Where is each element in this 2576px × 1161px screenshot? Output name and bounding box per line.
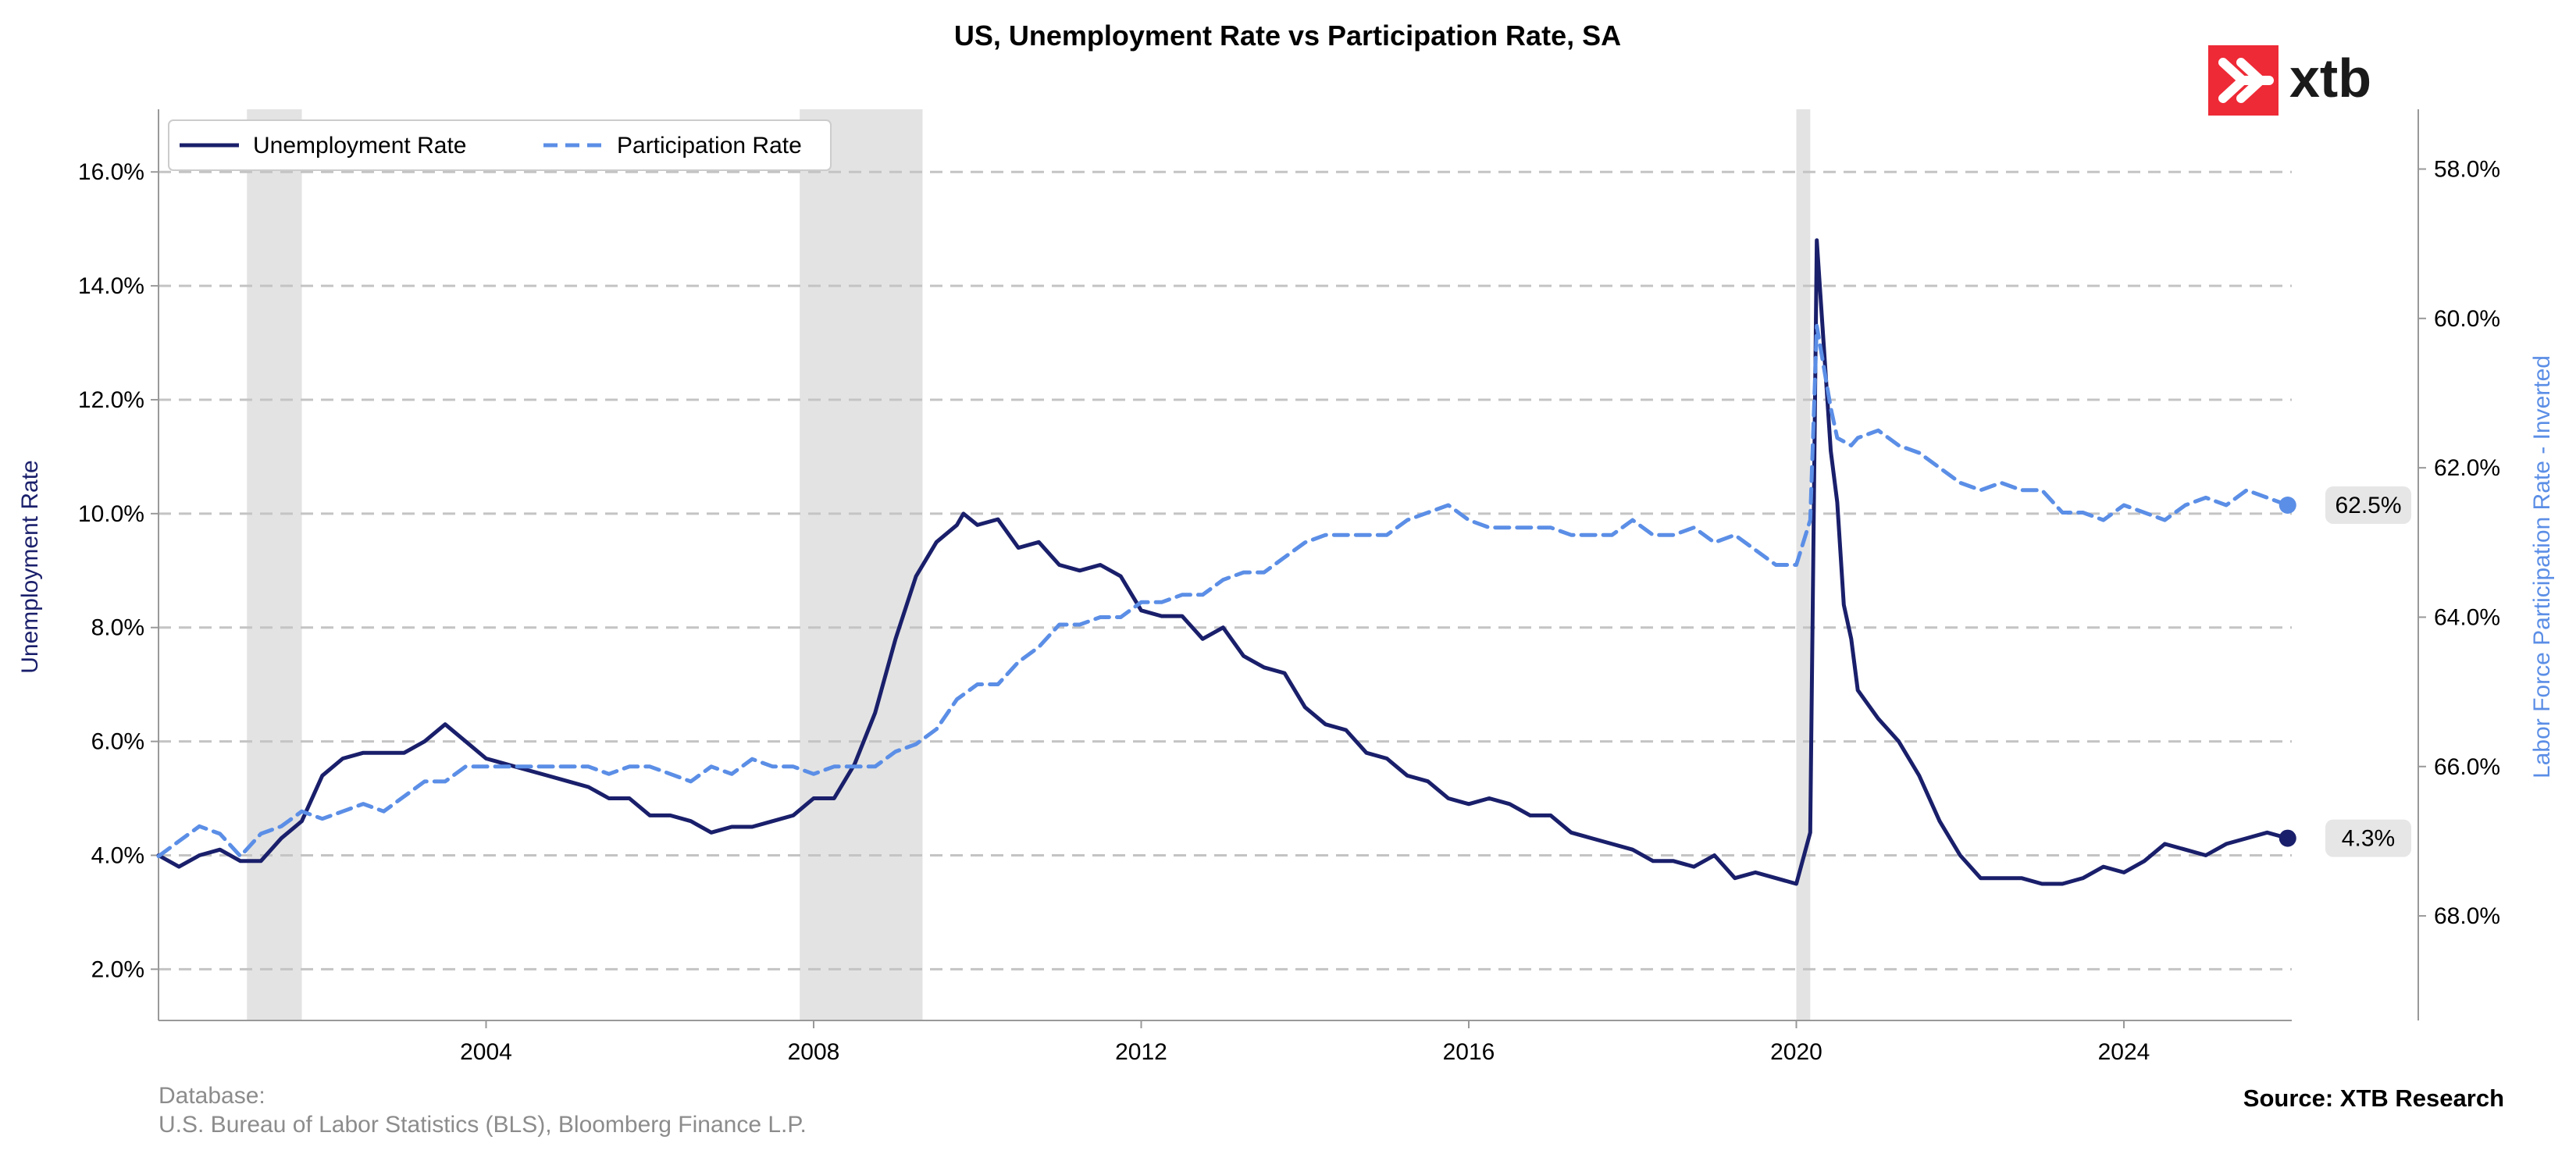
- last-value-badge: [2325, 819, 2411, 857]
- series-line-unemployment: [156, 238, 2290, 886]
- y-left-tick-label: 14.0%: [78, 273, 144, 299]
- y-right-tick-label: 60.0%: [2434, 306, 2500, 332]
- legend-label-participation: Participation Rate: [617, 133, 802, 158]
- y-right-tick-label: 64.0%: [2434, 604, 2500, 630]
- y-left-tick-label: 16.0%: [78, 159, 144, 185]
- y-right-tick-label: 68.0%: [2434, 903, 2500, 929]
- legend: Unemployment Rate Participation Rate: [168, 119, 832, 171]
- y-axis-right-label: Labor Force Participation Rate - Inverte…: [2529, 355, 2555, 778]
- recession-band: [247, 109, 302, 1020]
- x-tick-label: 2016: [1443, 1039, 1495, 1065]
- y-right-tick-label: 62.0%: [2434, 455, 2500, 481]
- y-left-tick-label: 6.0%: [91, 729, 144, 755]
- y-left-tick-label: 12.0%: [78, 387, 144, 413]
- last-value-badge: [2325, 486, 2411, 524]
- logo-text: xtb: [2289, 48, 2371, 109]
- series-end-marker: [2278, 496, 2296, 514]
- y-right-tick-label: 58.0%: [2434, 157, 2500, 183]
- y-left-tick-label: 8.0%: [91, 615, 144, 641]
- y-left-tick-label: 4.0%: [91, 842, 144, 868]
- footer-database-label: Database:: [159, 1083, 265, 1109]
- y-right-tick-label: 66.0%: [2434, 754, 2500, 780]
- x-tick-label: 2012: [1115, 1039, 1167, 1065]
- logo: xtb: [2208, 45, 2371, 116]
- legend-box: [168, 119, 832, 171]
- x-tick-label: 2004: [460, 1039, 512, 1065]
- chart-title: US, Unemployment Rate vs Participation R…: [954, 20, 1621, 52]
- last-value-label: 4.3%: [2342, 826, 2395, 852]
- last-value-label: 62.5%: [2335, 493, 2401, 518]
- x-tick-label: 2008: [788, 1039, 840, 1065]
- x-tick-label: 2024: [2098, 1039, 2150, 1065]
- x-tick-label: 2020: [1770, 1039, 1822, 1065]
- y-left-tick-label: 10.0%: [78, 501, 144, 527]
- logo-cross-icon: [2218, 58, 2274, 103]
- series-end-marker: [2278, 829, 2296, 847]
- legend-label-unemployment: Unemployment Rate: [253, 133, 466, 158]
- series-line-participation: [156, 323, 2290, 859]
- footer-database-sources: U.S. Bureau of Labor Statistics (BLS), B…: [159, 1112, 807, 1138]
- recession-band: [1796, 109, 1811, 1020]
- recession-band: [800, 109, 923, 1020]
- footer-source: Source: XTB Research: [2243, 1084, 2504, 1112]
- y-axis-left-label: Unemployment Rate: [17, 460, 43, 673]
- y-left-tick-label: 2.0%: [91, 956, 144, 982]
